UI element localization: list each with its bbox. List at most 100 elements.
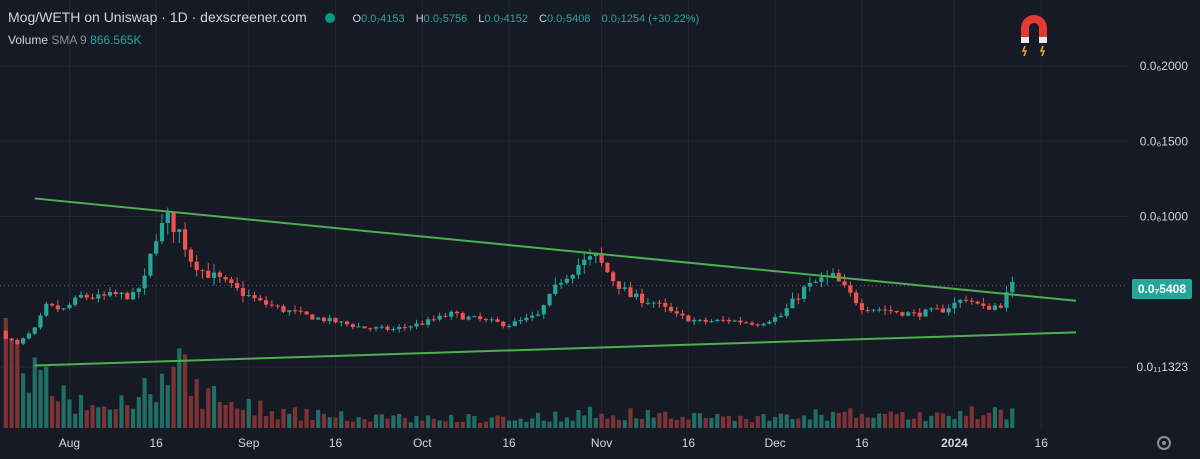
- candle-body: [402, 327, 408, 329]
- chart-header: Mog/WETH on Uniswap · 1D · dexscreener.c…: [8, 9, 707, 25]
- volume-bar: [645, 410, 650, 428]
- candle-body: [489, 319, 494, 321]
- volume-bar: [165, 385, 170, 428]
- candle-body: [969, 300, 974, 302]
- candle-body: [90, 297, 95, 299]
- volume-bar: [78, 395, 84, 428]
- candle-body: [611, 272, 616, 282]
- volume-bar: [559, 421, 564, 428]
- volume-bar: [987, 412, 992, 428]
- candle-body: [929, 308, 934, 310]
- volume-bar: [969, 406, 974, 428]
- candle-body: [807, 283, 812, 287]
- volume-bar: [680, 416, 685, 428]
- candle-body: [599, 253, 604, 263]
- volume-bar: [657, 413, 662, 428]
- candle-body: [582, 259, 587, 266]
- volume-bar: [894, 414, 899, 428]
- volume-bar: [911, 418, 917, 428]
- volume-bar: [287, 413, 292, 428]
- volume-bar: [321, 413, 327, 428]
- volume-bar: [437, 420, 442, 428]
- volume-bar: [32, 357, 37, 428]
- candle-body: [541, 305, 546, 315]
- volume-bar: [801, 415, 807, 428]
- volume-bar: [55, 401, 60, 428]
- volume-bar: [478, 422, 483, 428]
- candle-body: [593, 253, 598, 257]
- volume-bar: [622, 420, 627, 428]
- candle-body: [842, 281, 847, 286]
- volume-bar: [495, 415, 500, 428]
- candle-body: [350, 324, 355, 328]
- candle-body: [327, 317, 332, 322]
- volume-bar: [963, 415, 969, 428]
- candle-body: [923, 309, 928, 317]
- candle-body: [622, 287, 627, 289]
- candle-body: [911, 312, 917, 314]
- ohlc-high-key: H: [415, 13, 424, 25]
- volume-bar: [460, 421, 465, 428]
- candle-body: [755, 324, 760, 326]
- candle-body: [738, 320, 743, 323]
- volume-bar: [541, 420, 546, 428]
- x-tick-label: 16: [1035, 436, 1049, 450]
- ohlc-low-key: L: [478, 13, 485, 25]
- candle-body: [628, 287, 633, 298]
- volume-bar: [252, 415, 257, 428]
- volume-bar: [489, 417, 494, 428]
- ohlc-readout: O0.0₇4153 H0.0₇5756 L0.0₇4152 C0.0₇5408 …: [353, 13, 708, 25]
- volume-bar: [217, 401, 222, 428]
- candle-body: [188, 249, 193, 262]
- candle-body: [888, 310, 893, 312]
- volume-bar: [726, 415, 731, 428]
- candle-body: [258, 298, 263, 301]
- volume-bar: [391, 415, 396, 428]
- volume-bar: [200, 408, 205, 428]
- volume-bar: [125, 405, 130, 428]
- volume-bar: [3, 318, 8, 428]
- candle-body: [171, 212, 176, 233]
- volume-bar: [269, 411, 274, 428]
- candle-body: [564, 278, 569, 283]
- volume-bar: [107, 409, 112, 428]
- volume-bar: [240, 409, 246, 428]
- settings-icon[interactable]: [1157, 436, 1171, 450]
- candle-body: [125, 292, 130, 300]
- candle-body: [55, 305, 60, 310]
- candle-body: [975, 301, 980, 304]
- volume-bar: [258, 400, 263, 428]
- volume-bar: [587, 406, 593, 428]
- candle-body: [15, 339, 20, 344]
- volume-bar: [865, 417, 870, 428]
- candle-body: [252, 295, 257, 299]
- candle-body: [640, 293, 645, 304]
- volume-bar: [923, 421, 928, 428]
- candle-body: [998, 305, 1003, 308]
- candle-body: [154, 241, 159, 254]
- candle-body: [240, 288, 246, 296]
- volume-bar: [599, 413, 604, 428]
- volume-bar: [564, 417, 569, 428]
- volume-bar: [119, 395, 124, 428]
- candle-body: [726, 320, 731, 322]
- candle-body: [200, 270, 205, 272]
- candle-body: [605, 262, 610, 273]
- candle-body: [744, 322, 749, 324]
- candle-body: [102, 294, 107, 296]
- volume-bar: [49, 395, 55, 428]
- candle-body: [44, 303, 49, 316]
- volume-bar: [67, 399, 72, 428]
- candle-body: [900, 312, 905, 316]
- candle-body: [460, 313, 465, 320]
- candle-body: [703, 319, 708, 322]
- volume-bar: [773, 416, 778, 428]
- last-price-tag: 0.0₇5408: [1131, 279, 1192, 299]
- volume-bar: [102, 406, 107, 428]
- candle-body: [952, 302, 957, 309]
- candle-body: [177, 229, 182, 233]
- candle-body: [414, 323, 419, 327]
- magnet-icon[interactable]: [1017, 11, 1051, 57]
- volume-bar: [871, 417, 876, 428]
